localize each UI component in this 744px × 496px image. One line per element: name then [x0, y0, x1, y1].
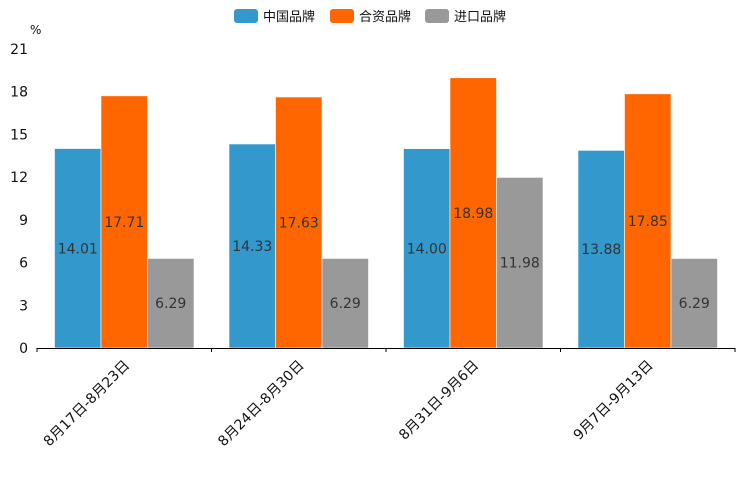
y-tick-label: 12: [10, 170, 28, 186]
bar: [321, 258, 369, 349]
bar: [577, 150, 625, 349]
legend: 中国品牌 合资品牌 进口品牌: [234, 9, 506, 25]
x-tick-label: 8月17日-8月23日: [41, 358, 133, 450]
bars: 14.01 17.71 6.29 14.33 17.63 6.29 14.00 18.98 11…: [54, 77, 718, 349]
y-tick-label: 21: [10, 42, 28, 58]
data-label: 14.01: [58, 241, 98, 257]
data-label: 6.29: [155, 296, 186, 312]
data-label: 14.33: [232, 239, 272, 255]
legend-label-3: 进口品牌: [454, 9, 506, 25]
data-label: 17.63: [279, 215, 319, 231]
data-label: 17.71: [104, 215, 144, 231]
y-tick-label: 0: [19, 341, 28, 357]
legend-swatch-2: [330, 9, 354, 23]
data-label: 11.98: [500, 256, 540, 272]
y-tick-label: 3: [19, 298, 28, 314]
bar: [228, 143, 276, 349]
y-tick-label: 15: [10, 127, 28, 143]
legend-swatch-1: [234, 9, 258, 23]
bar: [670, 258, 718, 349]
legend-swatch-3: [425, 9, 449, 23]
legend-label-2: 合资品牌: [359, 9, 411, 25]
data-label: 6.29: [330, 296, 361, 312]
bar: [275, 96, 323, 349]
data-label: 17.85: [628, 214, 668, 230]
x-axis: 8月17日-8月23日 8月24日-8月30日 8月31日-9月6日 9月7日-9月1…: [36, 348, 736, 450]
bar: [147, 258, 195, 349]
y-tick-label: 6: [19, 256, 28, 272]
data-label: 18.98: [453, 206, 493, 222]
data-label: 14.00: [407, 241, 447, 257]
x-tick-label: 8月24日-8月30日: [215, 358, 307, 450]
y-tick-label: 18: [10, 85, 28, 101]
data-label: 13.88: [581, 242, 621, 258]
y-axis: 0 3 6 9 12 15 18 21: [10, 42, 28, 357]
x-tick-label: 8月31日-9月6日: [396, 358, 482, 444]
bar: [54, 148, 102, 349]
data-label: 6.29: [679, 296, 710, 312]
y-axis-unit-label: %: [30, 23, 41, 37]
bar: [624, 93, 672, 349]
legend-label-1: 中国品牌: [263, 9, 315, 25]
x-tick-label: 9月7日-9月13日: [571, 358, 657, 444]
bar: [100, 95, 148, 349]
y-tick-label: 9: [19, 213, 28, 229]
bar: [449, 77, 497, 349]
